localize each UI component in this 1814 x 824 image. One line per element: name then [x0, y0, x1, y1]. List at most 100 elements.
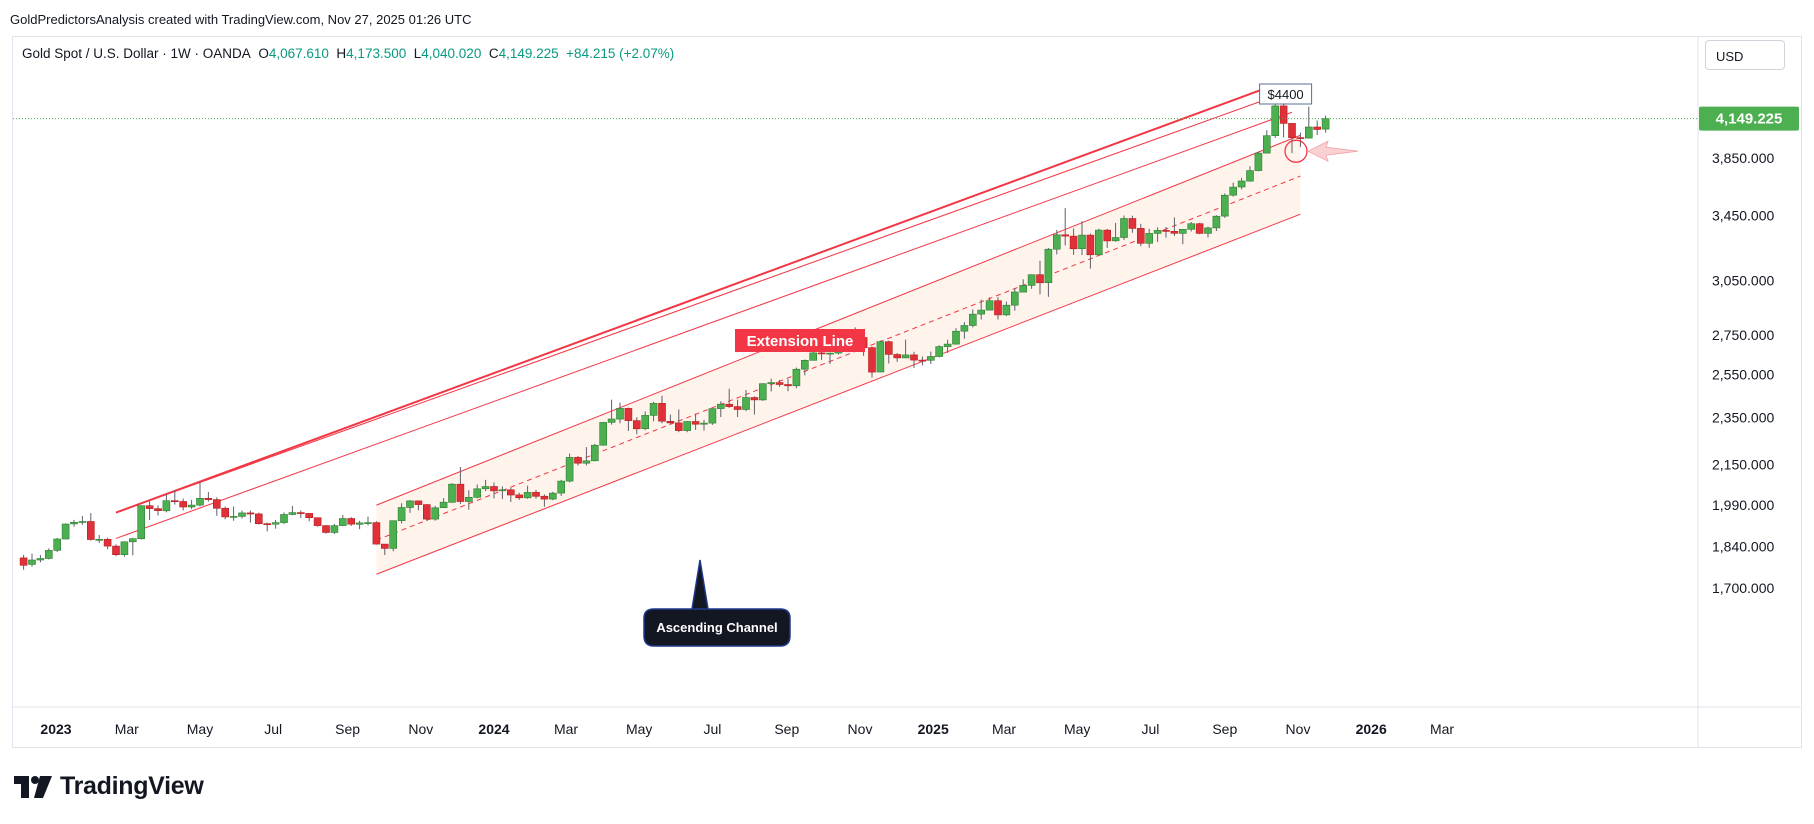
candle[interactable] [952, 328, 960, 345]
candle[interactable] [255, 512, 263, 525]
candle[interactable] [280, 512, 288, 524]
candle[interactable] [658, 395, 666, 424]
candle[interactable] [313, 517, 322, 527]
symbol-legend[interactable]: Gold Spot / U.S. Dollar · 1W · OANDA O4,… [22, 46, 674, 61]
candle[interactable] [95, 535, 103, 543]
candle[interactable] [372, 521, 381, 545]
candle[interactable] [800, 359, 809, 376]
candle[interactable] [750, 396, 759, 415]
candle[interactable] [876, 340, 885, 373]
candle[interactable] [1086, 233, 1095, 269]
candle[interactable] [154, 505, 162, 516]
candle[interactable] [53, 537, 62, 553]
candle[interactable] [708, 408, 717, 425]
candle[interactable] [826, 352, 834, 364]
candle[interactable] [1078, 221, 1086, 255]
candle[interactable] [716, 401, 725, 418]
candle[interactable] [926, 351, 935, 364]
candle[interactable] [1246, 166, 1254, 182]
candle[interactable] [229, 506, 238, 521]
candle[interactable] [1095, 228, 1103, 256]
candle[interactable] [1221, 193, 1229, 218]
candle[interactable] [1321, 115, 1330, 133]
candle[interactable] [213, 497, 221, 516]
candle[interactable] [1019, 279, 1028, 293]
candle[interactable] [1296, 132, 1305, 148]
candle[interactable] [943, 339, 952, 353]
candle[interactable] [473, 484, 482, 499]
candle[interactable] [490, 482, 498, 499]
candle[interactable] [599, 422, 608, 446]
candle[interactable] [935, 345, 944, 358]
candle[interactable] [1204, 226, 1212, 238]
candle[interactable] [296, 510, 305, 518]
candle[interactable] [641, 411, 650, 431]
candle[interactable] [145, 499, 154, 520]
candle[interactable] [758, 383, 767, 401]
candle[interactable] [137, 505, 145, 540]
candle[interactable] [1313, 120, 1321, 136]
candle[interactable] [733, 399, 742, 418]
candle[interactable] [1111, 222, 1120, 242]
candle[interactable] [19, 555, 28, 570]
candle[interactable] [548, 491, 557, 501]
candle[interactable] [691, 413, 700, 430]
candle[interactable] [1002, 301, 1011, 317]
candle[interactable] [918, 356, 927, 366]
candle[interactable] [767, 378, 776, 392]
candle[interactable] [322, 525, 330, 534]
candle[interactable] [985, 297, 994, 311]
tradingview-logo[interactable]: TradingView [14, 772, 204, 801]
candle[interactable] [87, 513, 95, 541]
candle[interactable] [338, 515, 347, 527]
candle[interactable] [196, 481, 204, 507]
candle[interactable] [624, 407, 633, 432]
candle[interactable] [616, 402, 624, 424]
candle[interactable] [187, 499, 196, 510]
candle[interactable] [120, 541, 129, 557]
candle[interactable] [674, 409, 683, 433]
candle[interactable] [129, 537, 137, 556]
candle[interactable] [725, 388, 734, 408]
candle[interactable] [1128, 215, 1137, 233]
candle[interactable] [632, 417, 641, 435]
candle[interactable] [557, 479, 566, 496]
candle[interactable] [1212, 215, 1221, 232]
candle[interactable] [78, 516, 87, 525]
candle[interactable] [649, 401, 658, 422]
candle[interactable] [406, 500, 414, 513]
candle[interactable] [61, 523, 70, 540]
candle[interactable] [1179, 229, 1187, 245]
candle[interactable] [1145, 228, 1153, 248]
candle[interactable] [1061, 208, 1069, 246]
candle[interactable] [246, 510, 255, 523]
candle[interactable] [1229, 182, 1237, 197]
candle[interactable] [179, 498, 187, 511]
candle[interactable] [565, 453, 574, 483]
candle[interactable] [204, 492, 213, 502]
currency-button[interactable]: USD [1705, 40, 1785, 70]
candle[interactable] [431, 505, 440, 521]
candle[interactable] [103, 537, 112, 550]
candle[interactable] [1053, 229, 1061, 255]
candle[interactable] [271, 519, 280, 529]
candle[interactable] [28, 553, 36, 567]
candle[interactable] [683, 421, 692, 433]
candle[interactable] [582, 447, 591, 466]
candle[interactable] [221, 506, 229, 520]
candle[interactable] [330, 523, 339, 534]
candle[interactable] [1153, 227, 1162, 242]
candle[interactable] [36, 555, 45, 563]
candle[interactable] [1137, 223, 1145, 247]
candle[interactable] [792, 367, 801, 389]
candle[interactable] [1288, 123, 1296, 154]
candle[interactable] [590, 443, 599, 462]
candle[interactable] [868, 346, 876, 378]
candle[interactable] [70, 519, 78, 527]
candle[interactable] [112, 544, 120, 557]
candle[interactable] [742, 389, 750, 412]
candle[interactable] [498, 486, 507, 500]
candle[interactable] [1027, 274, 1036, 289]
candle[interactable] [607, 399, 616, 425]
